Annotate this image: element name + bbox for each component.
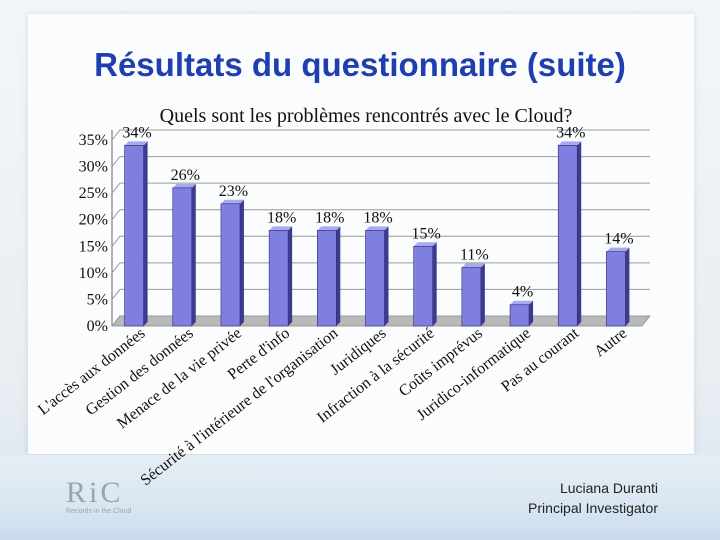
gridline	[111, 156, 650, 167]
bar	[606, 251, 626, 327]
bar	[317, 230, 337, 327]
bar-top	[124, 141, 148, 146]
bar-side	[577, 141, 582, 326]
y-tick-label: 10%	[79, 265, 108, 282]
data-label: 4%	[512, 284, 533, 301]
gridline	[111, 129, 650, 141]
data-label: 18%	[363, 209, 392, 226]
bar-top	[317, 226, 341, 231]
bar	[124, 145, 144, 327]
bar	[268, 230, 289, 327]
bar-side	[288, 226, 293, 326]
bar-side	[432, 242, 437, 326]
data-label: 18%	[315, 209, 344, 226]
gridline	[111, 209, 650, 221]
bar	[365, 230, 385, 327]
bar-side	[239, 199, 244, 326]
bar-side	[191, 183, 196, 326]
bar-top	[558, 141, 582, 146]
bar-side	[529, 300, 534, 326]
y-tick-label: 15%	[79, 238, 108, 255]
y-tick-label: 25%	[79, 185, 108, 202]
bar-side	[143, 141, 148, 326]
bar-top	[365, 226, 389, 231]
bar-side	[480, 263, 485, 326]
data-label: 11%	[460, 247, 489, 264]
y-tick-label: 30%	[79, 159, 108, 176]
data-label: 34%	[122, 124, 151, 141]
bar-side	[336, 226, 341, 326]
bar	[413, 245, 433, 327]
presenter-block: Luciana Duranti Principal Investigator	[528, 478, 658, 518]
bar-side	[625, 247, 630, 326]
data-label: 26%	[171, 167, 200, 184]
bar-top	[606, 247, 630, 252]
gridline	[111, 235, 650, 247]
bar-top	[510, 300, 534, 305]
y-tick-label: 5%	[87, 291, 108, 308]
gridline	[111, 182, 650, 194]
ric-logo: RiC Records in the Cloud	[66, 478, 146, 520]
presenter-name: Luciana Duranti	[559, 480, 658, 496]
chart-title: Quels sont les problèmes rencontrés avec…	[160, 105, 573, 127]
bar	[461, 267, 482, 327]
bar-top	[172, 183, 196, 188]
slide-title: Résultats du questionnaire (suite)	[94, 46, 626, 83]
y-tick-label: 35%	[79, 132, 108, 149]
data-label: 23%	[219, 183, 248, 200]
y-tick-label: 0%	[87, 318, 108, 335]
bar-top	[220, 199, 244, 204]
bar-side	[384, 226, 389, 326]
data-label: 34%	[556, 124, 585, 141]
data-label: 14%	[604, 231, 633, 248]
category-label: Autre	[591, 325, 630, 361]
logo-mark: RiC	[66, 476, 124, 509]
gridline	[111, 262, 650, 274]
logo-subtext: Records in the Cloud	[66, 508, 132, 515]
data-label: 18%	[267, 209, 296, 226]
slide-footer	[0, 455, 720, 540]
bar	[172, 187, 193, 327]
bar-top	[461, 263, 485, 268]
bar	[220, 203, 241, 327]
bar-top	[269, 226, 293, 231]
bar-top	[413, 242, 437, 247]
y-tick-label: 20%	[79, 212, 108, 229]
presenter-role: Principal Investigator	[528, 500, 658, 516]
bar	[557, 145, 578, 327]
bar	[509, 304, 530, 327]
data-label: 15%	[412, 225, 441, 242]
